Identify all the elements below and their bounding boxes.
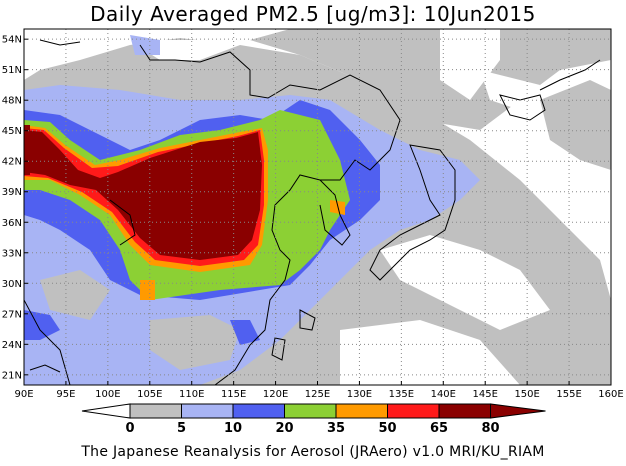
colorbar-low-arrow — [81, 403, 131, 419]
x-tick-label: 95E — [56, 389, 75, 400]
colorbar-label: 80 — [481, 421, 499, 436]
y-tick-label: 30N — [2, 279, 22, 290]
colorbar-label: 20 — [275, 421, 293, 436]
y-tick-label: 54N — [2, 35, 22, 46]
x-tick-label: 115E — [221, 389, 246, 400]
x-tick-label: 135E — [389, 389, 414, 400]
colorbar-label: 0 — [125, 421, 134, 436]
colorbar-label: 50 — [378, 421, 396, 436]
map-title: Daily Averaged PM2.5 [ug/m3]: 10Jun2015 — [90, 2, 536, 26]
colorbar-label: 35 — [327, 421, 345, 436]
x-tick-label: 130E — [347, 389, 372, 400]
colorbar-label: 5 — [177, 421, 186, 436]
x-tick-label: 125E — [305, 389, 330, 400]
y-tick-label: 48N — [2, 96, 22, 107]
x-tick-label: 100E — [95, 389, 120, 400]
y-tick-label: 36N — [2, 218, 22, 229]
y-tick-label: 27N — [2, 309, 22, 320]
x-tick-label: 145E — [473, 389, 498, 400]
colorbar-segment — [129, 403, 182, 419]
x-axis-ticks: 90E 95E 100E 105E 110E 115E 120E 125E 130E 135E 14… — [14, 381, 624, 400]
colorbar-label: 65 — [430, 421, 448, 436]
colorbar: 0 5 10 20 35 50 65 80 — [81, 403, 546, 436]
x-tick-label: 150E — [514, 389, 539, 400]
coastlines — [24, 39, 601, 385]
colorbar-segment — [387, 403, 440, 419]
y-tick-label: 39N — [2, 187, 22, 198]
colorbar-segment — [335, 403, 388, 419]
x-tick-label: 160E — [598, 389, 623, 400]
colorbar-segment — [284, 403, 337, 419]
x-tick-label: 155E — [556, 389, 581, 400]
colorbar-segment — [232, 403, 285, 419]
x-tick-label: 105E — [137, 389, 162, 400]
y-tick-label: 51N — [2, 65, 22, 76]
x-tick-label: 110E — [179, 389, 204, 400]
grid-lines — [24, 29, 611, 385]
y-tick-label: 42N — [2, 157, 22, 168]
colorbar-segment — [438, 403, 491, 419]
x-tick-label: 120E — [263, 389, 288, 400]
x-tick-label: 140E — [431, 389, 456, 400]
y-tick-label: 24N — [2, 340, 22, 351]
colorbar-label: 10 — [224, 421, 242, 436]
x-tick-label: 90E — [14, 389, 33, 400]
y-axis-ticks: 21N 24N 27N 30N 33N 36N 39N 42N 45N 48N 51N 54N — [2, 35, 28, 381]
footer-credit: The Japanese Reanalysis for Aerosol (JRA… — [81, 444, 545, 460]
y-tick-label: 45N — [2, 126, 22, 137]
y-tick-label: 21N — [2, 370, 22, 381]
concentration-field — [24, 29, 611, 385]
y-tick-label: 33N — [2, 248, 22, 259]
colorbar-segment — [181, 403, 234, 419]
colorbar-high-arrow — [490, 403, 546, 419]
